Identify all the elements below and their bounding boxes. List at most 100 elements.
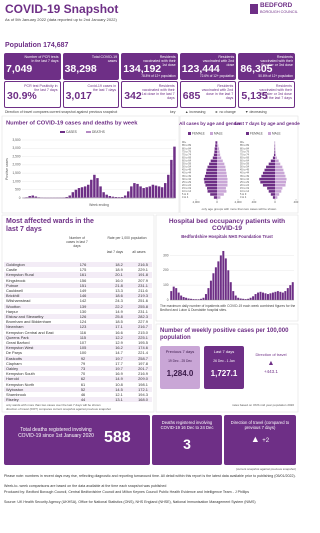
table-cell: 18.9 [115, 267, 123, 273]
bar [222, 250, 225, 300]
rate-box: Previous 7 days 19 Dec - 25 Dec 1,284.0 [160, 346, 200, 389]
bar [192, 299, 195, 300]
age-label: 75 to 79 [240, 150, 250, 153]
bar [266, 294, 269, 300]
table-cell: 115 [79, 334, 87, 340]
table-cell: 211.6 [138, 288, 148, 293]
table-row: Kingsbrook 156 16.0 207.9 [4, 278, 152, 283]
deaths-box: Direction of travel (compared to previou… [224, 415, 296, 465]
bar-female [205, 183, 217, 187]
bar [227, 270, 230, 300]
bar-female [273, 153, 275, 157]
table-cell: 70 [80, 371, 86, 377]
tile: PCR test Positivity in the last 7 days 30… [4, 81, 61, 108]
legend-swatch [268, 132, 271, 135]
y-tick-label: 500 [15, 188, 21, 192]
table-cell: Kempston North [6, 381, 35, 387]
table-row: Cauldwell 149 13.3 211.6 [4, 288, 152, 293]
bar [130, 186, 133, 198]
bar [234, 295, 237, 300]
y-tick-label: 300 [163, 253, 169, 257]
bar-female [214, 150, 217, 153]
bar-female [264, 168, 275, 172]
footer-text: Week-to- week comparisons are based on t… [4, 484, 167, 488]
table-cell: Cauldwell [6, 288, 23, 293]
table-row: Riseley 44 13.1 168.0 [4, 397, 152, 403]
table-cell: 16.9 [115, 371, 123, 377]
bar [90, 179, 93, 198]
tile-label: Residents vaccinated with their 1st dose… [141, 83, 175, 100]
rate-label: Previous 7 days [165, 349, 195, 354]
table-cell: 25.8 [115, 314, 123, 319]
bar [170, 291, 173, 300]
panel [155, 323, 299, 413]
tile: Residents vaccinated with their 1st dose… [121, 81, 178, 108]
bar-male [217, 196, 221, 199]
bar-male [217, 174, 227, 178]
age-label: 80 to 84 [182, 147, 192, 150]
bar-male [275, 174, 286, 178]
tile-label: Total COVID-19 cases [91, 54, 118, 63]
bar-male [275, 193, 280, 196]
age-label: 30 to 34 [240, 178, 250, 181]
age-label: 40 to 44 [182, 172, 192, 175]
bar-male [217, 165, 226, 169]
table-cell: Bromham and Biddenham [6, 319, 52, 325]
legend-label: DEATHS [92, 130, 105, 134]
tile-value: 38,298 [64, 62, 97, 75]
deaths-label: Total deaths registered involving COVID-… [18, 427, 94, 439]
bar-male [217, 156, 222, 160]
hospital-note: The maximum daily number of inpatients w… [160, 304, 296, 312]
age-label: 40 to 44 [240, 172, 250, 175]
bar-female [206, 168, 217, 172]
bar [154, 185, 158, 198]
table-cell: 14.5 [115, 386, 123, 392]
panel [155, 214, 299, 322]
y-tick-label: 3,500 [13, 138, 21, 142]
bar [269, 293, 272, 300]
table-cell: Putnoe [6, 282, 19, 288]
age-label: 90+ [240, 141, 245, 144]
bar [151, 184, 155, 198]
table-cell: 216.7 [138, 324, 148, 330]
table-cell: 52 [80, 386, 86, 392]
table-cell: 227.9 [138, 319, 148, 325]
table-cell: 194.3 [138, 392, 148, 397]
age-label: 50 to 54 [182, 166, 192, 169]
bar [187, 298, 190, 300]
table-cell: 17.1 [115, 324, 123, 330]
table-cell: Goldington [6, 262, 25, 267]
rate-dates: 19 Dec - 25 Dec [168, 359, 192, 363]
bar [68, 195, 71, 198]
table-cell: 216.9 [138, 371, 148, 377]
table-cell: 198.1 [138, 381, 148, 387]
bar [195, 299, 198, 300]
bar [93, 174, 96, 198]
legend-swatch [246, 132, 249, 135]
y-tick-label: 3,000 [13, 146, 21, 150]
table-cell: 62 [80, 376, 86, 382]
bar-male [217, 150, 220, 153]
rate-value: 1,727.1 [210, 369, 238, 378]
tile-note: 72.6% of 12+ population [199, 73, 235, 78]
tile-value: 5,135 [241, 89, 268, 102]
table-row: Sharnbrook 46 12.1 194.3 [4, 392, 152, 397]
table-cell: 225.1 [138, 334, 148, 340]
age-label: 10 to 14 [182, 190, 192, 193]
table-cell: 229.1 [138, 267, 148, 273]
tile-note: 50.6% of 12+ population [258, 73, 293, 78]
deaths-note: (current snapshot against previous snaps… [235, 467, 296, 471]
table-cell: Riseley [6, 397, 19, 403]
bar [185, 297, 188, 300]
rate-value: +443.1 [264, 369, 278, 374]
bar-female [203, 177, 217, 181]
bar-female [210, 159, 217, 163]
bar [86, 184, 90, 198]
rate-label: Last 7 days [213, 349, 235, 354]
tile-value: 123,444 [181, 62, 220, 75]
bar-female [215, 144, 217, 147]
bar-female [261, 174, 275, 178]
table-cell: 258.7 [138, 355, 148, 361]
bar-male [275, 150, 276, 153]
tile-value: 30.9% [7, 89, 37, 102]
